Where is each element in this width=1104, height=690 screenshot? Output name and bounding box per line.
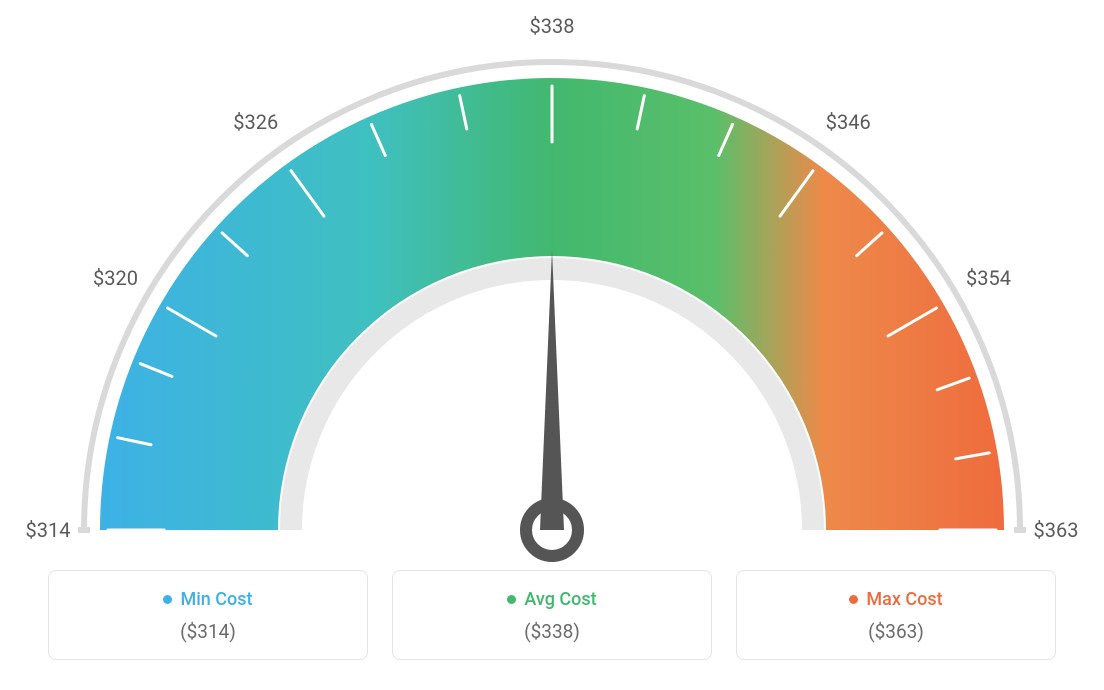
legend-card-avg: Avg Cost ($338)	[392, 570, 712, 660]
legend-label-avg: Avg Cost	[524, 589, 596, 610]
legend-dot-min	[163, 595, 172, 604]
gauge-tick-label: $354	[966, 266, 1011, 290]
legend-dot-avg	[507, 595, 516, 604]
legend-title-min: Min Cost	[163, 589, 252, 610]
legend-title-avg: Avg Cost	[507, 589, 596, 610]
legend-row: Min Cost ($314) Avg Cost ($338) Max Cost…	[0, 570, 1104, 660]
legend-title-max: Max Cost	[849, 589, 942, 610]
gauge-tick-label: $326	[233, 110, 278, 134]
legend-value-max: ($363)	[747, 620, 1045, 643]
legend-label-min: Min Cost	[180, 589, 252, 610]
gauge-svg	[22, 30, 1082, 590]
gauge-tick-label: $363	[1034, 518, 1079, 542]
legend-label-max: Max Cost	[866, 589, 942, 610]
legend-value-avg: ($338)	[403, 620, 701, 643]
legend-dot-max	[849, 595, 858, 604]
legend-value-min: ($314)	[59, 620, 357, 643]
gauge-tick-label: $346	[826, 110, 871, 134]
gauge-tick-label: $314	[26, 518, 71, 542]
gauge-tick-label: $338	[530, 14, 575, 38]
legend-card-min: Min Cost ($314)	[48, 570, 368, 660]
gauge-tick-label: $320	[93, 266, 138, 290]
legend-card-max: Max Cost ($363)	[736, 570, 1056, 660]
gauge-chart: $314 $320 $326 $338 $346 $354 $363	[0, 0, 1104, 560]
